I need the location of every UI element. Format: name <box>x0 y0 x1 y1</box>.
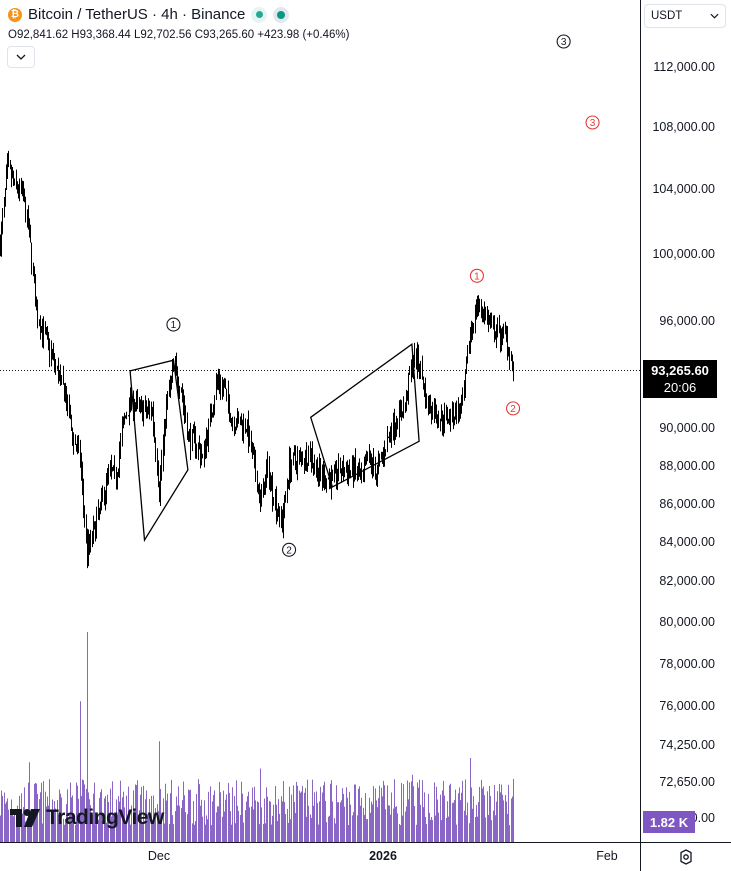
wave-label-circle <box>282 542 297 557</box>
wave-label-3[interactable]: 3 <box>585 115 600 130</box>
current-price-tag: 93,265.60 20:06 <box>643 360 717 398</box>
price-candles <box>0 150 514 569</box>
wave-label-2[interactable]: 2 <box>282 542 297 557</box>
wave-annotations[interactable]: 1 2 3 1 2 3 <box>166 34 600 557</box>
price-tick-label: 72,650.00 <box>659 775 715 789</box>
wave-label-3[interactable]: 3 <box>556 34 571 49</box>
wave-label-circle <box>585 115 600 130</box>
price-tick-label: 74,250.00 <box>659 738 715 752</box>
wave-label-number: 1 <box>474 271 480 282</box>
price-tick-label: 86,000.00 <box>659 497 715 511</box>
price-tick-label: 104,000.00 <box>652 182 715 196</box>
ohlc-values: O92,841.62 H93,368.44 L92,702.56 C93,265… <box>8 29 350 41</box>
wave-label-number: 2 <box>286 545 292 556</box>
price-tick-label: 90,000.00 <box>659 421 715 435</box>
price-tick-label: 82,000.00 <box>659 574 715 588</box>
channel-outline[interactable] <box>129 359 189 543</box>
price-tick-label: 108,000.00 <box>652 120 715 134</box>
market-open-icon[interactable] <box>251 6 268 23</box>
price-tick-label: 112,000.00 <box>653 60 715 74</box>
price-tick-label: 78,000.00 <box>659 657 715 671</box>
chevron-down-icon <box>16 54 26 60</box>
channel-outline[interactable] <box>309 342 420 488</box>
tradingview-logo[interactable]: TradingView <box>10 806 164 830</box>
tradingview-logo-text: TradingView <box>46 806 164 829</box>
wave-label-1[interactable]: 1 <box>469 268 484 283</box>
time-tick-label: Dec <box>148 849 170 863</box>
bitcoin-icon: ₿ <box>8 7 22 22</box>
price-tick-label: 96,000.00 <box>659 314 715 328</box>
wave-label-number: 3 <box>561 37 567 48</box>
tradingview-logo-icon <box>10 809 40 827</box>
wave-label-circle <box>556 34 571 49</box>
price-tick-label: 100,000.00 <box>652 247 715 261</box>
wave-label-circle <box>506 401 521 416</box>
symbol-title[interactable]: Bitcoin / TetherUS · 4h · Binance <box>28 6 246 23</box>
time-tick-label: 2026 <box>369 849 397 863</box>
price-tick-label: 84,000.00 <box>659 535 715 549</box>
currency-selector[interactable]: USDT <box>644 4 726 28</box>
bar-countdown: 20:06 <box>663 380 697 395</box>
price-tick-label: 88,000.00 <box>659 459 715 473</box>
wave-label-number: 2 <box>510 404 516 415</box>
chevron-down-icon <box>710 13 719 19</box>
wave-label-circle <box>166 317 181 332</box>
wave-label-circle <box>469 268 484 283</box>
price-axis[interactable]: 112,000.00 108,000.00 104,000.00 100,000.00… <box>652 60 715 825</box>
legend-toggle-button[interactable] <box>7 46 35 68</box>
currency-value: USDT <box>651 10 683 22</box>
axis-settings-button[interactable] <box>676 847 696 867</box>
price-tick-label: 76,000.00 <box>659 699 715 713</box>
current-price-value: 93,265.60 <box>651 363 709 378</box>
volume-tag: 1.82 K <box>643 811 695 833</box>
gear-icon <box>680 849 692 865</box>
wave-label-1[interactable]: 1 <box>166 317 181 332</box>
chart-header: ₿ Bitcoin / TetherUS · 4h · Binance <box>8 6 290 23</box>
time-axis[interactable]: Dec 2026 Feb <box>148 849 618 863</box>
wave-label-number: 3 <box>590 118 596 129</box>
data-status-icon[interactable] <box>273 6 290 23</box>
time-tick-label: Feb <box>596 849 618 863</box>
wave-label-number: 1 <box>171 320 177 331</box>
channel-drawings[interactable] <box>129 342 420 543</box>
wave-label-2[interactable]: 2 <box>506 401 521 416</box>
price-tick-label: 80,000.00 <box>659 615 715 629</box>
